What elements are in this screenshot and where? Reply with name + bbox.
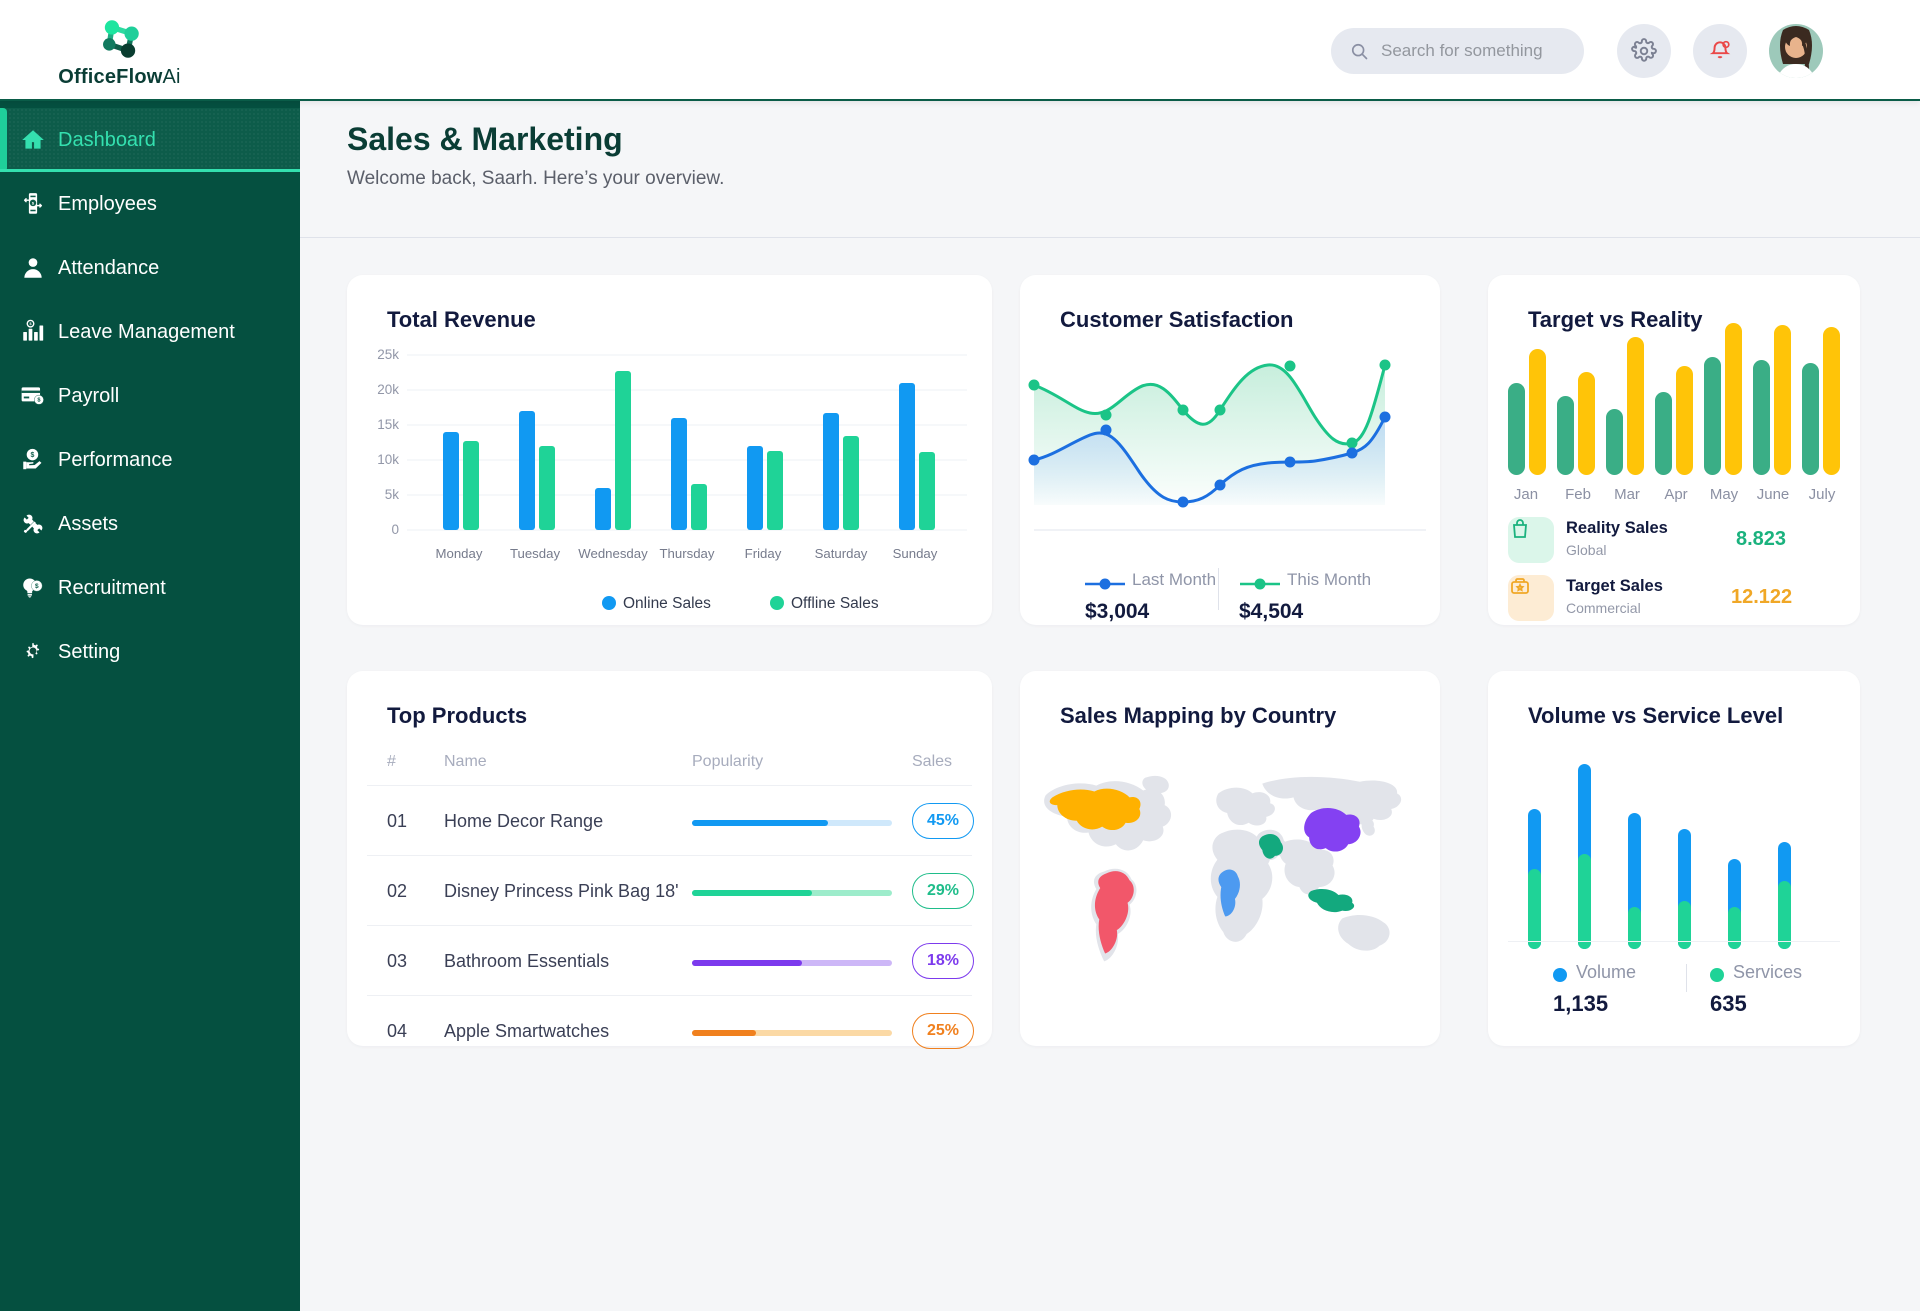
svg-text:Friday: Friday (745, 546, 782, 561)
svg-text:$: $ (35, 583, 39, 590)
svg-text:15k: 15k (377, 417, 399, 432)
svg-text:20k: 20k (377, 382, 399, 397)
svg-text:Apr: Apr (1664, 486, 1687, 503)
svg-text:10k: 10k (377, 452, 399, 467)
svg-text:Mar: Mar (1614, 486, 1640, 503)
svg-text:5k: 5k (385, 487, 400, 502)
svg-text:Jan: Jan (1514, 486, 1538, 503)
svg-text:Feb: Feb (1565, 486, 1591, 503)
svg-text:Thursday: Thursday (660, 546, 715, 561)
svg-text:Monday: Monday (436, 546, 483, 561)
svg-text:$: $ (31, 452, 35, 459)
svg-text:Online Sales: Online Sales (623, 595, 711, 612)
svg-text:July: July (1809, 486, 1836, 503)
svg-text:June: June (1757, 486, 1790, 503)
svg-text:0: 0 (391, 522, 399, 537)
svg-text:Tuesday: Tuesday (510, 546, 560, 561)
svg-text:$: $ (29, 322, 31, 326)
svg-text:Sunday: Sunday (893, 546, 938, 561)
svg-text:May: May (1710, 486, 1739, 503)
svg-text:Saturday: Saturday (815, 546, 868, 561)
svg-text:Wednesday: Wednesday (578, 546, 648, 561)
svg-text:Offline Sales: Offline Sales (791, 595, 879, 612)
svg-text:25k: 25k (377, 347, 399, 362)
